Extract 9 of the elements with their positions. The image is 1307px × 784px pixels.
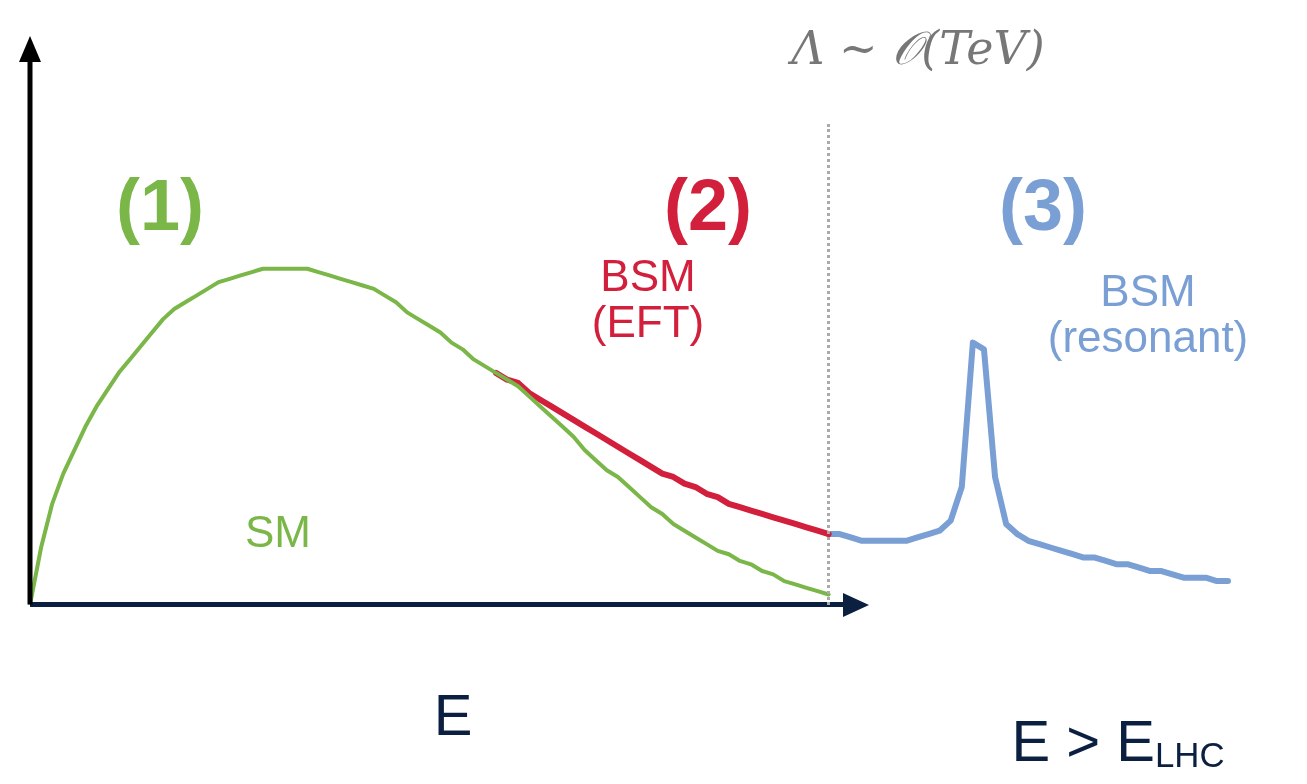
- text: SM: [245, 506, 311, 556]
- text: (2): [664, 165, 752, 245]
- text: (1): [116, 165, 204, 245]
- text: (3): [999, 165, 1087, 245]
- series-label: BSM (resonant): [1047, 266, 1249, 362]
- x-axis-title: E: [433, 681, 473, 747]
- series-label: BSM (EFT): [591, 251, 705, 347]
- text: E > ELHC: [1011, 708, 1225, 774]
- text: Λ ~ 𝒪(TeV): [787, 21, 1045, 75]
